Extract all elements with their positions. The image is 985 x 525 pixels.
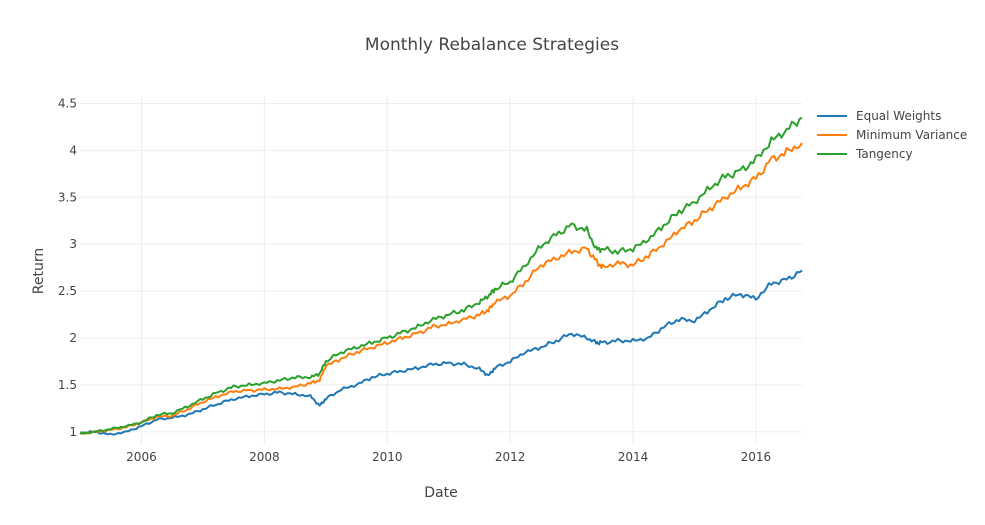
- y-tick-label: 4: [69, 143, 77, 157]
- legend[interactable]: Equal Weights Minimum Variance Tangency: [817, 109, 967, 161]
- x-tick-label: 2012: [495, 450, 526, 464]
- y-tick-label: 2: [69, 331, 77, 345]
- chart-title: Monthly Rebalance Strategies: [365, 35, 619, 55]
- y-tick-label: 3: [69, 237, 77, 251]
- y-axis-ticks: 1 1.5 2 2.5 3 3.5 4 4.5: [58, 97, 77, 439]
- legend-item-2[interactable]: Minimum Variance: [817, 128, 967, 142]
- x-tick-label: 2014: [618, 450, 649, 464]
- legend-item-1[interactable]: Equal Weights: [817, 109, 941, 123]
- x-tick-label: 2008: [249, 450, 280, 464]
- legend-label: Equal Weights: [856, 109, 941, 123]
- legend-label: Tangency: [855, 147, 913, 161]
- legend-label: Minimum Variance: [856, 128, 967, 142]
- y-tick-label: 3.5: [58, 190, 77, 204]
- legend-item-3[interactable]: Tangency: [817, 147, 913, 161]
- grid: [80, 96, 802, 444]
- series-line-1[interactable]: [79, 269, 803, 436]
- y-tick-label: 4.5: [58, 97, 77, 111]
- y-tick-label: 2.5: [58, 284, 77, 298]
- x-axis-ticks: 2006 2008 2010 2012 2014 2016: [126, 450, 771, 464]
- y-axis-title: Return: [31, 248, 47, 294]
- series-line-2[interactable]: [79, 142, 803, 435]
- series-lines: [79, 116, 803, 436]
- series-line-3[interactable]: [79, 116, 803, 435]
- x-axis-title: Date: [424, 485, 457, 501]
- x-tick-label: 2010: [372, 450, 403, 464]
- x-tick-label: 2006: [126, 450, 157, 464]
- x-tick-label: 2016: [741, 450, 772, 464]
- y-tick-label: 1: [69, 425, 77, 439]
- y-tick-label: 1.5: [58, 378, 77, 392]
